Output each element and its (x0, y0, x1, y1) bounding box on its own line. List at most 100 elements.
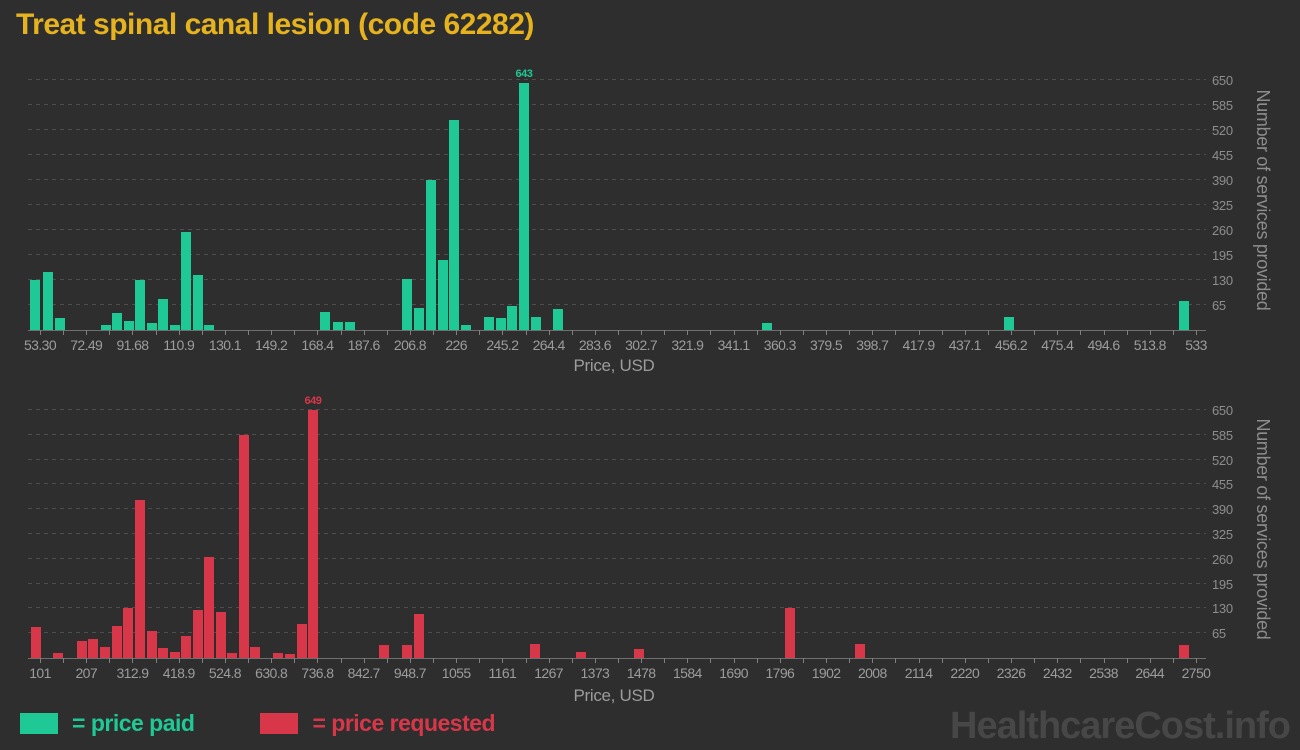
x-tick-mark (109, 658, 111, 663)
histogram-bar[interactable] (76, 640, 87, 658)
histogram-bar[interactable] (1179, 644, 1190, 658)
histogram-bar[interactable] (53, 653, 64, 658)
histogram-bar[interactable] (332, 321, 343, 330)
histogram-bar[interactable] (146, 323, 157, 330)
x-tick-mark (918, 330, 920, 335)
x-tick-mark (109, 330, 111, 335)
histogram-bar[interactable] (112, 312, 123, 330)
histogram-bar[interactable] (484, 316, 495, 330)
histogram-bar[interactable] (215, 612, 226, 658)
histogram-bar[interactable] (99, 647, 110, 658)
x-tick-label: 475.4 (1041, 337, 1074, 353)
histogram-bar[interactable] (518, 82, 529, 330)
histogram-bar[interactable] (204, 325, 215, 330)
gridline (28, 129, 1206, 130)
x-tick-mark (248, 658, 250, 663)
x-tick-mark (63, 658, 65, 663)
x-tick-mark (86, 330, 88, 335)
histogram-bar[interactable] (158, 648, 169, 658)
histogram-bar[interactable] (854, 643, 865, 658)
x-axis-line (28, 658, 1206, 659)
y-tick-label: 65 (1212, 626, 1226, 642)
histogram-bar[interactable] (250, 646, 261, 658)
histogram-bar[interactable] (413, 614, 424, 658)
x-tick-label: 2114 (904, 665, 933, 681)
x-tick-mark (340, 658, 342, 663)
histogram-bar[interactable] (285, 654, 296, 658)
gridline (28, 79, 1206, 80)
y-tick-label: 260 (1212, 551, 1233, 567)
histogram-bar[interactable] (495, 318, 506, 330)
histogram-bar[interactable] (123, 321, 134, 330)
histogram-bar[interactable] (319, 312, 330, 330)
histogram-bar[interactable] (146, 631, 157, 658)
gridline (28, 104, 1206, 105)
histogram-bar[interactable] (88, 638, 99, 658)
histogram-bar[interactable] (460, 325, 471, 330)
histogram-bar[interactable] (762, 323, 773, 330)
gridline (28, 508, 1206, 510)
histogram-bar[interactable] (576, 652, 587, 658)
histogram-bar[interactable] (414, 307, 425, 330)
y-tick-label: 325 (1212, 198, 1233, 213)
histogram-bar[interactable] (401, 278, 412, 330)
histogram-bar[interactable] (123, 608, 134, 658)
x-axis-title-paid: Price, USD (573, 356, 655, 375)
x-tick-mark (456, 658, 458, 663)
histogram-bar[interactable] (193, 275, 204, 330)
histogram-bar[interactable] (401, 645, 412, 658)
histogram-bar[interactable] (529, 643, 540, 658)
histogram-bar[interactable] (238, 434, 249, 658)
x-tick-label: 2008 (857, 665, 887, 681)
histogram-bar[interactable] (31, 627, 42, 658)
histogram-bar[interactable] (296, 623, 307, 658)
histogram-bar[interactable] (507, 305, 518, 330)
x-tick-mark (779, 658, 781, 663)
x-tick-mark (941, 658, 943, 663)
histogram-bar[interactable] (101, 325, 111, 330)
x-tick-label: 312.9 (116, 665, 149, 681)
x-tick-mark (248, 330, 250, 335)
x-tick-mark (386, 658, 388, 663)
histogram-bar[interactable] (449, 120, 460, 330)
x-tick-mark (895, 658, 897, 663)
histogram-bar[interactable] (135, 499, 145, 658)
histogram-bar[interactable] (42, 272, 53, 330)
histogram-bar[interactable] (530, 317, 541, 330)
x-tick-label: 1690 (719, 665, 748, 681)
histogram-bar[interactable] (181, 231, 192, 330)
histogram-bar[interactable] (345, 321, 356, 330)
histogram-bar[interactable] (273, 653, 284, 658)
histogram-bar[interactable] (169, 652, 180, 658)
histogram-bar[interactable] (111, 626, 122, 658)
plot-area-requested: 650 585 520 455 390 325 260 195 130 65 649 (28, 395, 1233, 663)
histogram-bar[interactable] (1178, 300, 1189, 330)
x-tick-label: 149.2 (255, 337, 288, 353)
y-tick-label: 520 (1212, 452, 1233, 468)
histogram-bar[interactable] (379, 645, 390, 658)
x-tick-label: 72.49 (70, 337, 103, 353)
x-tick-mark (502, 330, 504, 335)
histogram-bar[interactable] (425, 180, 436, 330)
gridline (28, 483, 1206, 485)
x-tick-label: 524.8 (208, 665, 242, 681)
histogram-bar[interactable] (307, 410, 318, 658)
histogram-bar[interactable] (135, 280, 145, 330)
histogram-bar[interactable] (784, 608, 795, 658)
x-tick-mark (409, 330, 411, 335)
histogram-bar[interactable] (30, 280, 41, 330)
histogram-bar[interactable] (227, 653, 238, 658)
peak-value-label: 649 (304, 395, 322, 408)
histogram-bar[interactable] (158, 298, 169, 330)
x-tick-mark (155, 658, 157, 663)
histogram-bar[interactable] (1004, 316, 1015, 330)
histogram-bar[interactable] (553, 309, 564, 330)
histogram-bar[interactable] (634, 649, 645, 658)
histogram-bar[interactable] (192, 610, 203, 658)
histogram-bar[interactable] (170, 325, 181, 330)
histogram-bar[interactable] (437, 260, 448, 330)
histogram-bar[interactable] (54, 317, 65, 330)
histogram-bar[interactable] (204, 556, 215, 658)
histogram-bar[interactable] (181, 636, 192, 658)
